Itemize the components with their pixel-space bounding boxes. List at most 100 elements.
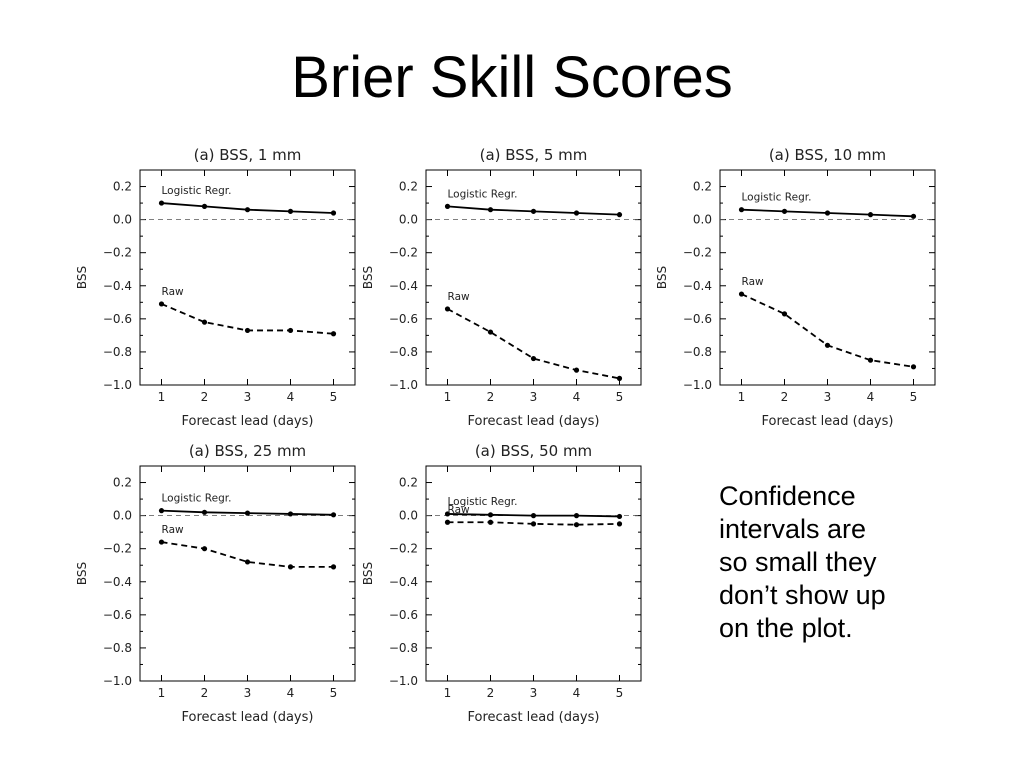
y-tick-label: −0.6 xyxy=(389,608,418,622)
data-point xyxy=(330,331,337,337)
series-label: Raw xyxy=(162,286,184,298)
data-point xyxy=(616,375,623,381)
data-point xyxy=(910,213,917,219)
y-axis-label: BSS xyxy=(655,266,669,289)
chart-bss-25mm: (a) BSS, 25 mm 0.2 0.0 −0.2 −0.4 −0.6 −0.8 −1.0… xyxy=(70,436,370,726)
y-tick-label: −0.4 xyxy=(389,279,418,293)
data-point xyxy=(444,511,451,517)
y-tick-label: 0.2 xyxy=(113,180,132,194)
y-tick-label: −1.0 xyxy=(683,378,712,392)
plot-frame xyxy=(139,169,356,386)
x-tick-label: 3 xyxy=(244,390,252,404)
y-axis-label: BSS xyxy=(75,562,89,585)
series-label: Logistic Regr. xyxy=(448,188,518,200)
data-point xyxy=(201,203,208,209)
x-axis-label: Forecast lead (days) xyxy=(468,414,600,429)
data-point xyxy=(287,327,294,334)
data-point xyxy=(573,513,580,519)
data-point xyxy=(244,510,251,516)
data-point xyxy=(616,212,623,218)
data-point xyxy=(444,306,451,312)
series-label: Logistic Regr. xyxy=(162,493,232,505)
x-tick-label: 3 xyxy=(244,686,252,700)
data-point xyxy=(487,512,494,518)
data-point xyxy=(201,319,208,325)
note-line: on the plot. xyxy=(719,613,853,643)
series-label: Raw xyxy=(742,276,764,288)
y-tick-label: −0.8 xyxy=(103,641,132,655)
y-tick-label: −0.6 xyxy=(389,312,418,326)
data-point xyxy=(287,511,294,517)
data-point xyxy=(330,512,337,518)
y-tick-label: 0.0 xyxy=(399,509,418,523)
data-point xyxy=(244,207,251,213)
x-tick-label: 1 xyxy=(738,390,746,404)
x-tick-label: 5 xyxy=(910,390,918,404)
x-tick-label: 1 xyxy=(158,390,166,404)
y-tick-label: −0.2 xyxy=(389,542,418,556)
x-tick-label: 2 xyxy=(487,390,495,404)
y-axis-label: BSS xyxy=(361,562,375,585)
y-tick-label: −0.6 xyxy=(103,608,132,622)
series-line-raw xyxy=(741,293,914,368)
y-tick-label: −0.4 xyxy=(103,575,132,589)
note-line: don’t show up xyxy=(719,580,886,610)
data-point xyxy=(781,311,788,317)
chart-bss-50mm: (a) BSS, 50 mm 0.2 0.0 −0.2 −0.4 −0.6 −0.8 −1.0… xyxy=(356,436,656,726)
chart-svg: (a) BSS, 5 mm 0.2 0.0 −0.2 −0.4 −0.6 −0.8 −1.0 1… xyxy=(361,146,642,429)
chart-bss-5mm: (a) BSS, 5 mm 0.2 0.0 −0.2 −0.4 −0.6 −0.8 −1.0 1… xyxy=(356,140,656,430)
y-tick-label: −0.4 xyxy=(683,279,712,293)
data-point xyxy=(573,522,580,528)
data-point xyxy=(201,546,208,552)
x-tick-label: 1 xyxy=(158,686,166,700)
chart-title: (a) BSS, 5 mm xyxy=(480,146,588,164)
series-line-raw xyxy=(447,308,620,380)
data-point xyxy=(158,508,165,514)
y-tick-label: 0.0 xyxy=(693,213,712,227)
x-tick-label: 5 xyxy=(616,686,624,700)
y-tick-label: −0.4 xyxy=(389,575,418,589)
x-tick-label: 4 xyxy=(573,686,581,700)
y-tick-label: −0.8 xyxy=(103,345,132,359)
x-tick-label: 3 xyxy=(824,390,832,404)
y-tick-label: −1.0 xyxy=(389,674,418,688)
x-tick-label: 1 xyxy=(444,686,452,700)
y-tick-label: −0.6 xyxy=(683,312,712,326)
data-point xyxy=(616,513,623,520)
chart-bss-1mm: (a) BSS, 1 mm 0.2 0.0 −0.2 −0.4 −0.6 −0.8 −1.0 1… xyxy=(70,140,370,430)
data-point xyxy=(487,207,494,213)
data-point xyxy=(244,559,251,565)
series-label: Logistic Regr. xyxy=(162,185,232,197)
data-point xyxy=(738,207,745,213)
x-axis-label: Forecast lead (days) xyxy=(762,414,894,429)
data-point xyxy=(487,329,494,335)
y-tick-label: 0.0 xyxy=(113,509,132,523)
note-line: intervals are xyxy=(719,514,867,544)
plot-frame xyxy=(425,169,642,386)
y-tick-label: 0.2 xyxy=(399,476,418,490)
data-point xyxy=(738,291,745,297)
y-tick-label: −0.2 xyxy=(389,246,418,260)
x-tick-label: 4 xyxy=(287,390,295,404)
x-tick-label: 4 xyxy=(287,686,295,700)
y-tick-label: −1.0 xyxy=(389,378,418,392)
x-tick-label: 5 xyxy=(330,390,338,404)
x-tick-label: 2 xyxy=(201,390,209,404)
series-label: Raw xyxy=(448,504,470,516)
data-point xyxy=(158,301,165,307)
data-point xyxy=(530,208,537,214)
series-line-raw xyxy=(447,521,620,526)
chart-title: (a) BSS, 50 mm xyxy=(475,442,592,460)
x-tick-label: 3 xyxy=(530,686,538,700)
x-tick-label: 5 xyxy=(330,686,338,700)
data-point xyxy=(573,210,580,216)
y-tick-label: −0.2 xyxy=(683,246,712,260)
y-tick-label: −0.8 xyxy=(389,345,418,359)
data-point xyxy=(330,564,337,570)
x-axis-label: Forecast lead (days) xyxy=(182,414,314,429)
x-axis-label: Forecast lead (days) xyxy=(182,710,314,725)
data-point xyxy=(616,521,623,527)
x-tick-label: 3 xyxy=(530,390,538,404)
data-point xyxy=(330,210,337,216)
data-point xyxy=(158,200,165,206)
